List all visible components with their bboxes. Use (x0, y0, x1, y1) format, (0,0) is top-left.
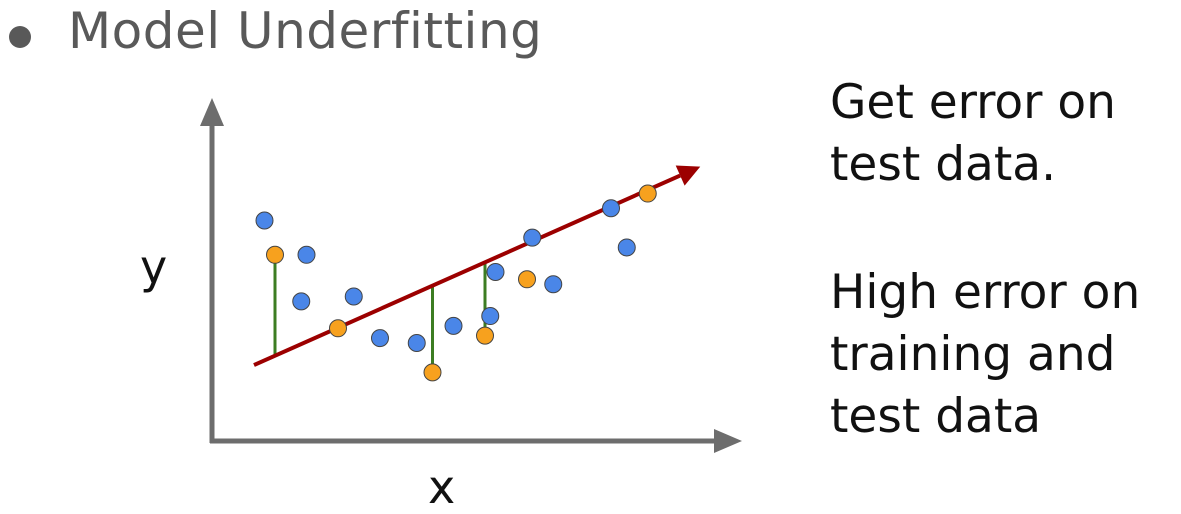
test-point (638, 184, 657, 203)
training-point (602, 199, 620, 218)
x-axis-label: x (428, 460, 456, 514)
error-segments (273, 189, 650, 373)
test-point (518, 270, 536, 289)
training-point (371, 329, 389, 348)
test-point (266, 245, 284, 264)
training-error-note: High error on training and test data (830, 262, 1140, 448)
note-line: Get error on (830, 75, 1116, 130)
note-line: training and (830, 327, 1116, 382)
x-axis-arrowhead (714, 429, 742, 453)
training-point (523, 228, 542, 247)
training-point (407, 334, 426, 352)
training-point (544, 275, 563, 294)
y-axis-label: y (140, 240, 168, 294)
training-point (617, 238, 636, 257)
training-point (481, 307, 500, 326)
training-point (344, 287, 363, 306)
axes (200, 98, 742, 453)
slide-title: Model Underfitting (68, 2, 543, 60)
training-point (486, 262, 505, 281)
test-point (476, 326, 494, 345)
note-line: test data. (830, 137, 1057, 192)
test-error-note: Get error on test data. (830, 72, 1116, 196)
test-point (329, 319, 347, 338)
training-point (444, 316, 463, 335)
training-point (292, 292, 311, 311)
fit-line-arrowhead (675, 165, 701, 186)
data-points (255, 184, 657, 382)
note-line: test data (830, 389, 1042, 444)
note-line: High error on (830, 265, 1141, 320)
y-axis-arrowhead (200, 98, 224, 126)
training-point (255, 211, 274, 230)
training-point (297, 245, 316, 264)
test-point (423, 363, 442, 382)
bullet-icon (9, 26, 31, 48)
